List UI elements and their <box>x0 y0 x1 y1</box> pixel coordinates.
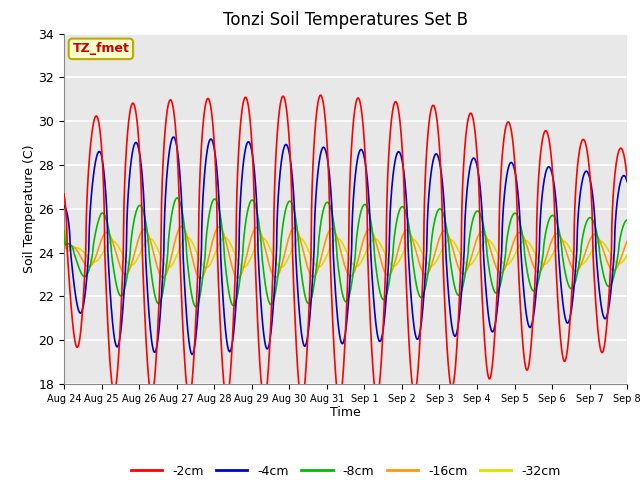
X-axis label: Time: Time <box>330 407 361 420</box>
Legend: -2cm, -4cm, -8cm, -16cm, -32cm: -2cm, -4cm, -8cm, -16cm, -32cm <box>126 460 565 480</box>
Text: TZ_fmet: TZ_fmet <box>72 42 129 55</box>
Title: Tonzi Soil Temperatures Set B: Tonzi Soil Temperatures Set B <box>223 11 468 29</box>
Y-axis label: Soil Temperature (C): Soil Temperature (C) <box>22 144 36 273</box>
